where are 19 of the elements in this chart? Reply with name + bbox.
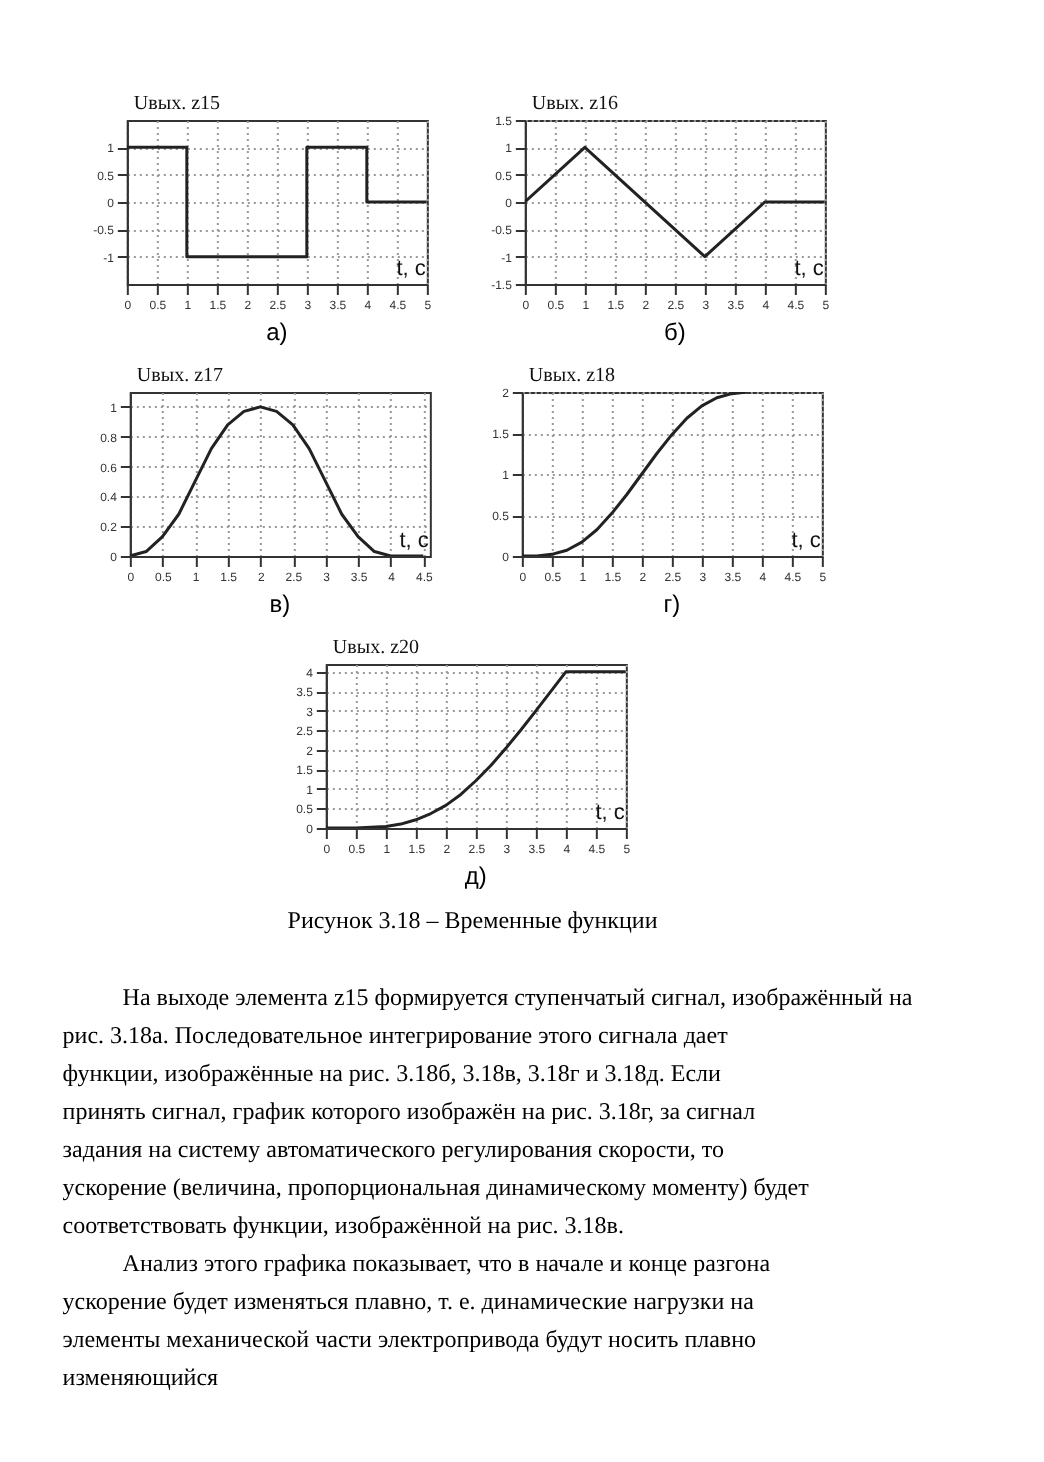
x-axis-title: t, c [396,257,427,281]
text: г) [663,590,681,618]
text: Рисунок 3.18 – Временные функции [287,906,659,934]
y-axis-title: Uвых. z20 [332,637,420,659]
y-axis-title: Uвых. z18 [528,365,616,387]
x-axis-title: t, c [791,529,822,553]
text: д) [464,862,487,890]
text: Анализ этого графика показывает, что в начале и конце разгона ускорение будет изменяться плавно, т. е. динамические нагрузки на элементы механической части электропривода будут носить плавно изменяющийся [62,1249,772,1391]
y-axis-title: Uвых. z16 [531,93,619,115]
x-axis-title: t, c [399,529,430,553]
x-axis-title: t, c [794,257,825,281]
text: б) [663,318,686,346]
y-axis-title: Uвых. z17 [136,365,224,387]
text: а) [266,318,288,346]
x-axis-title: t, c [595,801,626,825]
y-axis-title: Uвых. z15 [133,93,221,115]
line-series [129,405,425,556]
text: в) [269,590,291,618]
text: На выходе элемента z15 формируется ступенчатый сигнал, изображённый на рис. 3.18а. Последовательное интегрирование этого сигнала дает функции, изображённые на рис. 3.18б, 3.18в, 3.18г и 3.18д. Если принять сигнал, график которого изображён на рис. 3.18г, за сигнал задания на систему автоматического регулирования скорости, то ускорение (величина, пропорциональная динамическому моменту) будет соответствовать функции, изображённой на рис. 3.18в. [62,983,914,1239]
